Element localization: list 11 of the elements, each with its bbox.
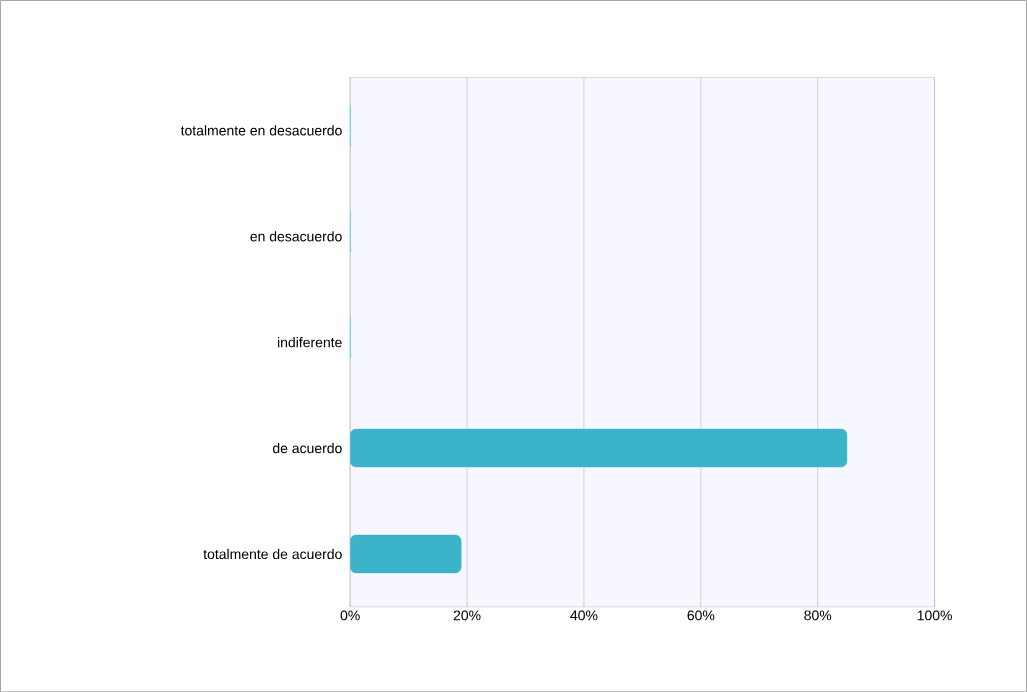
y-tick-label: indiferente (278, 336, 342, 348)
x-tick-label: 100% (917, 610, 952, 621)
x-tick-label: 20% (453, 610, 481, 621)
y-tick-label: en desacuerdo (250, 230, 342, 242)
y-tick-label: de acuerdo (272, 442, 342, 454)
x-tick-label: 60% (687, 610, 715, 621)
y-tick-label: totalmente de acuerdo (203, 548, 342, 559)
x-tick-label: 80% (804, 610, 832, 621)
x-tick-label: 0% (340, 610, 360, 621)
y-tick-label: totalmente en desacuerdo (180, 125, 342, 136)
x-tick-label: 40% (570, 610, 598, 621)
